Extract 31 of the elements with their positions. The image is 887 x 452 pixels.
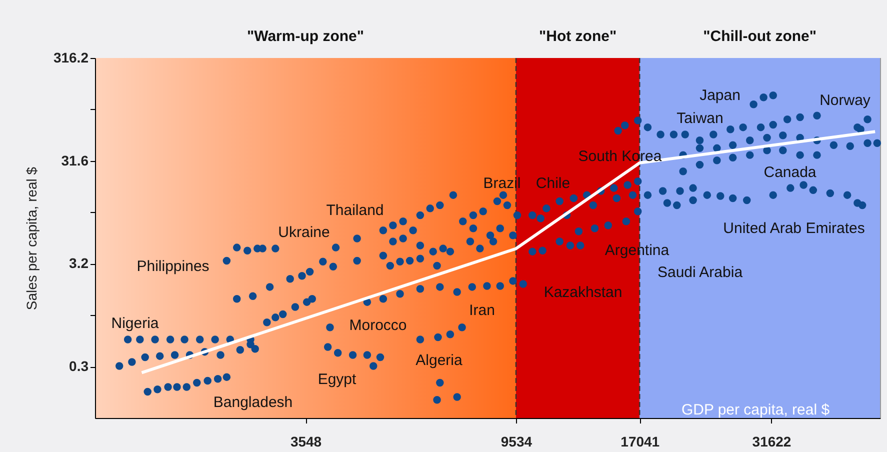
y-tick-label: 0.3 <box>69 358 89 374</box>
annotation: Iran <box>469 302 495 319</box>
band-label: "Hot zone" <box>539 28 617 45</box>
y-tick-label: 3.2 <box>69 255 89 272</box>
y-tick-label: 31.6 <box>61 152 89 168</box>
annotation: Norway <box>820 92 871 109</box>
x-axis-title: GDP per capita, real $ <box>681 402 830 418</box>
x-tick-label: 3548 <box>290 434 322 450</box>
annotation: Algeria <box>416 352 463 369</box>
annotation: Ukraine <box>278 224 330 241</box>
annotation: United Arab Emirates <box>723 220 865 237</box>
annotation: Chile <box>536 175 570 192</box>
annotation: Canada <box>764 164 817 181</box>
annotation: Morocco <box>349 317 407 334</box>
annotation: Japan <box>700 87 740 104</box>
annotation: Egypt <box>318 371 358 388</box>
annotation: Thailand <box>326 202 384 219</box>
y-tick-label: 316.2 <box>53 50 89 66</box>
band-label: "Warm-up zone" <box>246 28 364 45</box>
annotation: Brazil <box>483 175 521 192</box>
annotation: Taiwan <box>676 110 724 127</box>
annotation: Saudi Arabia <box>657 264 744 281</box>
annotation: Nigeria <box>111 315 160 332</box>
y-axis-title: Sales per capita, real $ <box>23 166 40 310</box>
x-tick-label: 31622 <box>752 434 792 450</box>
x-tick-label: 9534 <box>500 434 532 450</box>
annotation: Bangladesh <box>213 394 293 411</box>
x-tick-label: 17041 <box>620 434 660 450</box>
band-label: "Chill-out zone" <box>703 28 816 45</box>
annotation: Philippines <box>136 258 210 275</box>
annotation: Kazakhstan <box>544 284 622 301</box>
